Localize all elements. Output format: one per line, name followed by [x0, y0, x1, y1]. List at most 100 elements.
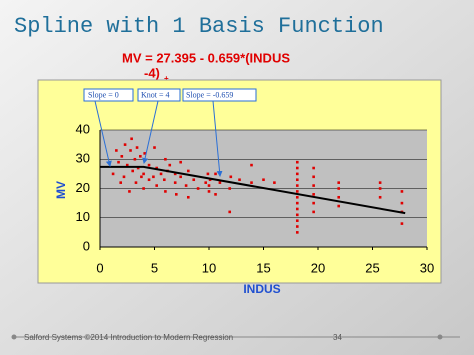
data-point [228, 210, 232, 214]
data-point [179, 160, 182, 164]
data-point [295, 184, 299, 187]
data-point [173, 181, 177, 184]
data-point [214, 172, 217, 176]
data-point [337, 181, 341, 184]
y-axis-label: MV [54, 181, 68, 199]
data-point [250, 181, 253, 184]
data-point [122, 175, 126, 179]
data-point [295, 172, 299, 176]
x-tick-label: 30 [420, 260, 434, 275]
slide-title: Spline with 1 Basis Function [14, 14, 384, 39]
data-point [337, 195, 341, 199]
data-point [378, 187, 382, 190]
data-point [147, 163, 151, 167]
data-point [159, 172, 163, 176]
data-point [312, 193, 315, 196]
data-point [208, 178, 212, 182]
annotation-arrow [212, 100, 223, 177]
data-point [295, 207, 299, 211]
data-point [400, 190, 404, 193]
data-point [337, 187, 341, 190]
x-tick-label: 5 [151, 260, 158, 275]
data-point [153, 146, 156, 149]
data-point [378, 181, 382, 184]
data-point [175, 193, 178, 196]
data-point [214, 193, 217, 196]
data-point [273, 181, 276, 184]
x-tick-label: 0 [96, 260, 103, 275]
data-point [155, 184, 158, 187]
x-tick-label: 15 [256, 260, 270, 275]
x-tick-label: 10 [202, 260, 216, 275]
data-point [136, 166, 140, 170]
data-point [295, 160, 299, 164]
data-point [295, 231, 299, 234]
data-point [173, 172, 177, 176]
data-point [163, 178, 166, 182]
footer-dot [437, 334, 443, 340]
data-point [228, 187, 232, 190]
annotation-box [137, 88, 181, 102]
annotation: Knot = 4 [141, 90, 170, 99]
data-point [130, 137, 133, 141]
footer-dot [11, 334, 17, 340]
data-point [125, 163, 129, 167]
data-point [155, 166, 158, 170]
data-point [119, 181, 123, 184]
data-point [179, 175, 182, 179]
data-point [295, 213, 299, 217]
data-point [295, 225, 299, 228]
annotation: Slope = 0 [88, 90, 119, 99]
formula: -4) [144, 65, 160, 80]
data-point [312, 210, 315, 214]
data-point [143, 152, 146, 155]
data-point [129, 149, 132, 152]
y-tick-label: 40 [76, 121, 90, 136]
data-point [140, 175, 143, 179]
data-point [204, 181, 208, 184]
data-point [134, 181, 138, 184]
data-point [115, 149, 118, 152]
data-point [147, 178, 151, 182]
formula-subscript: + [164, 74, 169, 83]
data-point [312, 201, 315, 205]
page-number: 34 [333, 333, 342, 342]
y-tick-label: 10 [76, 209, 90, 224]
data-point [295, 219, 299, 222]
data-point [337, 204, 341, 208]
data-point [312, 166, 315, 170]
data-point [164, 157, 167, 161]
data-point [184, 184, 188, 187]
data-point [295, 201, 299, 205]
data-point [128, 190, 131, 193]
annotation-box [182, 88, 257, 102]
x-tick-label: 20 [311, 260, 325, 275]
x-tick-label: 25 [365, 260, 379, 275]
footer-text: Salford Systems ©2014 Introduction to Mo… [24, 333, 233, 342]
data-point [152, 175, 155, 179]
data-point [295, 166, 299, 170]
data-point [192, 178, 196, 182]
annotation-arrow [142, 100, 159, 164]
data-point [238, 178, 241, 182]
data-point [229, 175, 233, 179]
data-point [111, 172, 115, 176]
x-axis-label: INDUS [243, 282, 280, 296]
data-point [295, 178, 299, 182]
formula: MV = 27.395 - 0.659*(INDUS [122, 50, 290, 65]
annotation-arrow [94, 100, 112, 167]
y-tick-label: 30 [76, 151, 90, 166]
data-point [250, 163, 253, 167]
y-tick-label: 20 [76, 180, 90, 195]
y-tick-label: 0 [83, 238, 90, 253]
data-point [378, 195, 382, 199]
data-point [196, 187, 200, 190]
data-point [400, 201, 404, 205]
data-point [135, 146, 139, 149]
data-point [168, 163, 172, 167]
annotation-box [83, 88, 134, 102]
data-point [206, 172, 210, 176]
data-point [117, 160, 120, 164]
spline-line [100, 165, 406, 215]
